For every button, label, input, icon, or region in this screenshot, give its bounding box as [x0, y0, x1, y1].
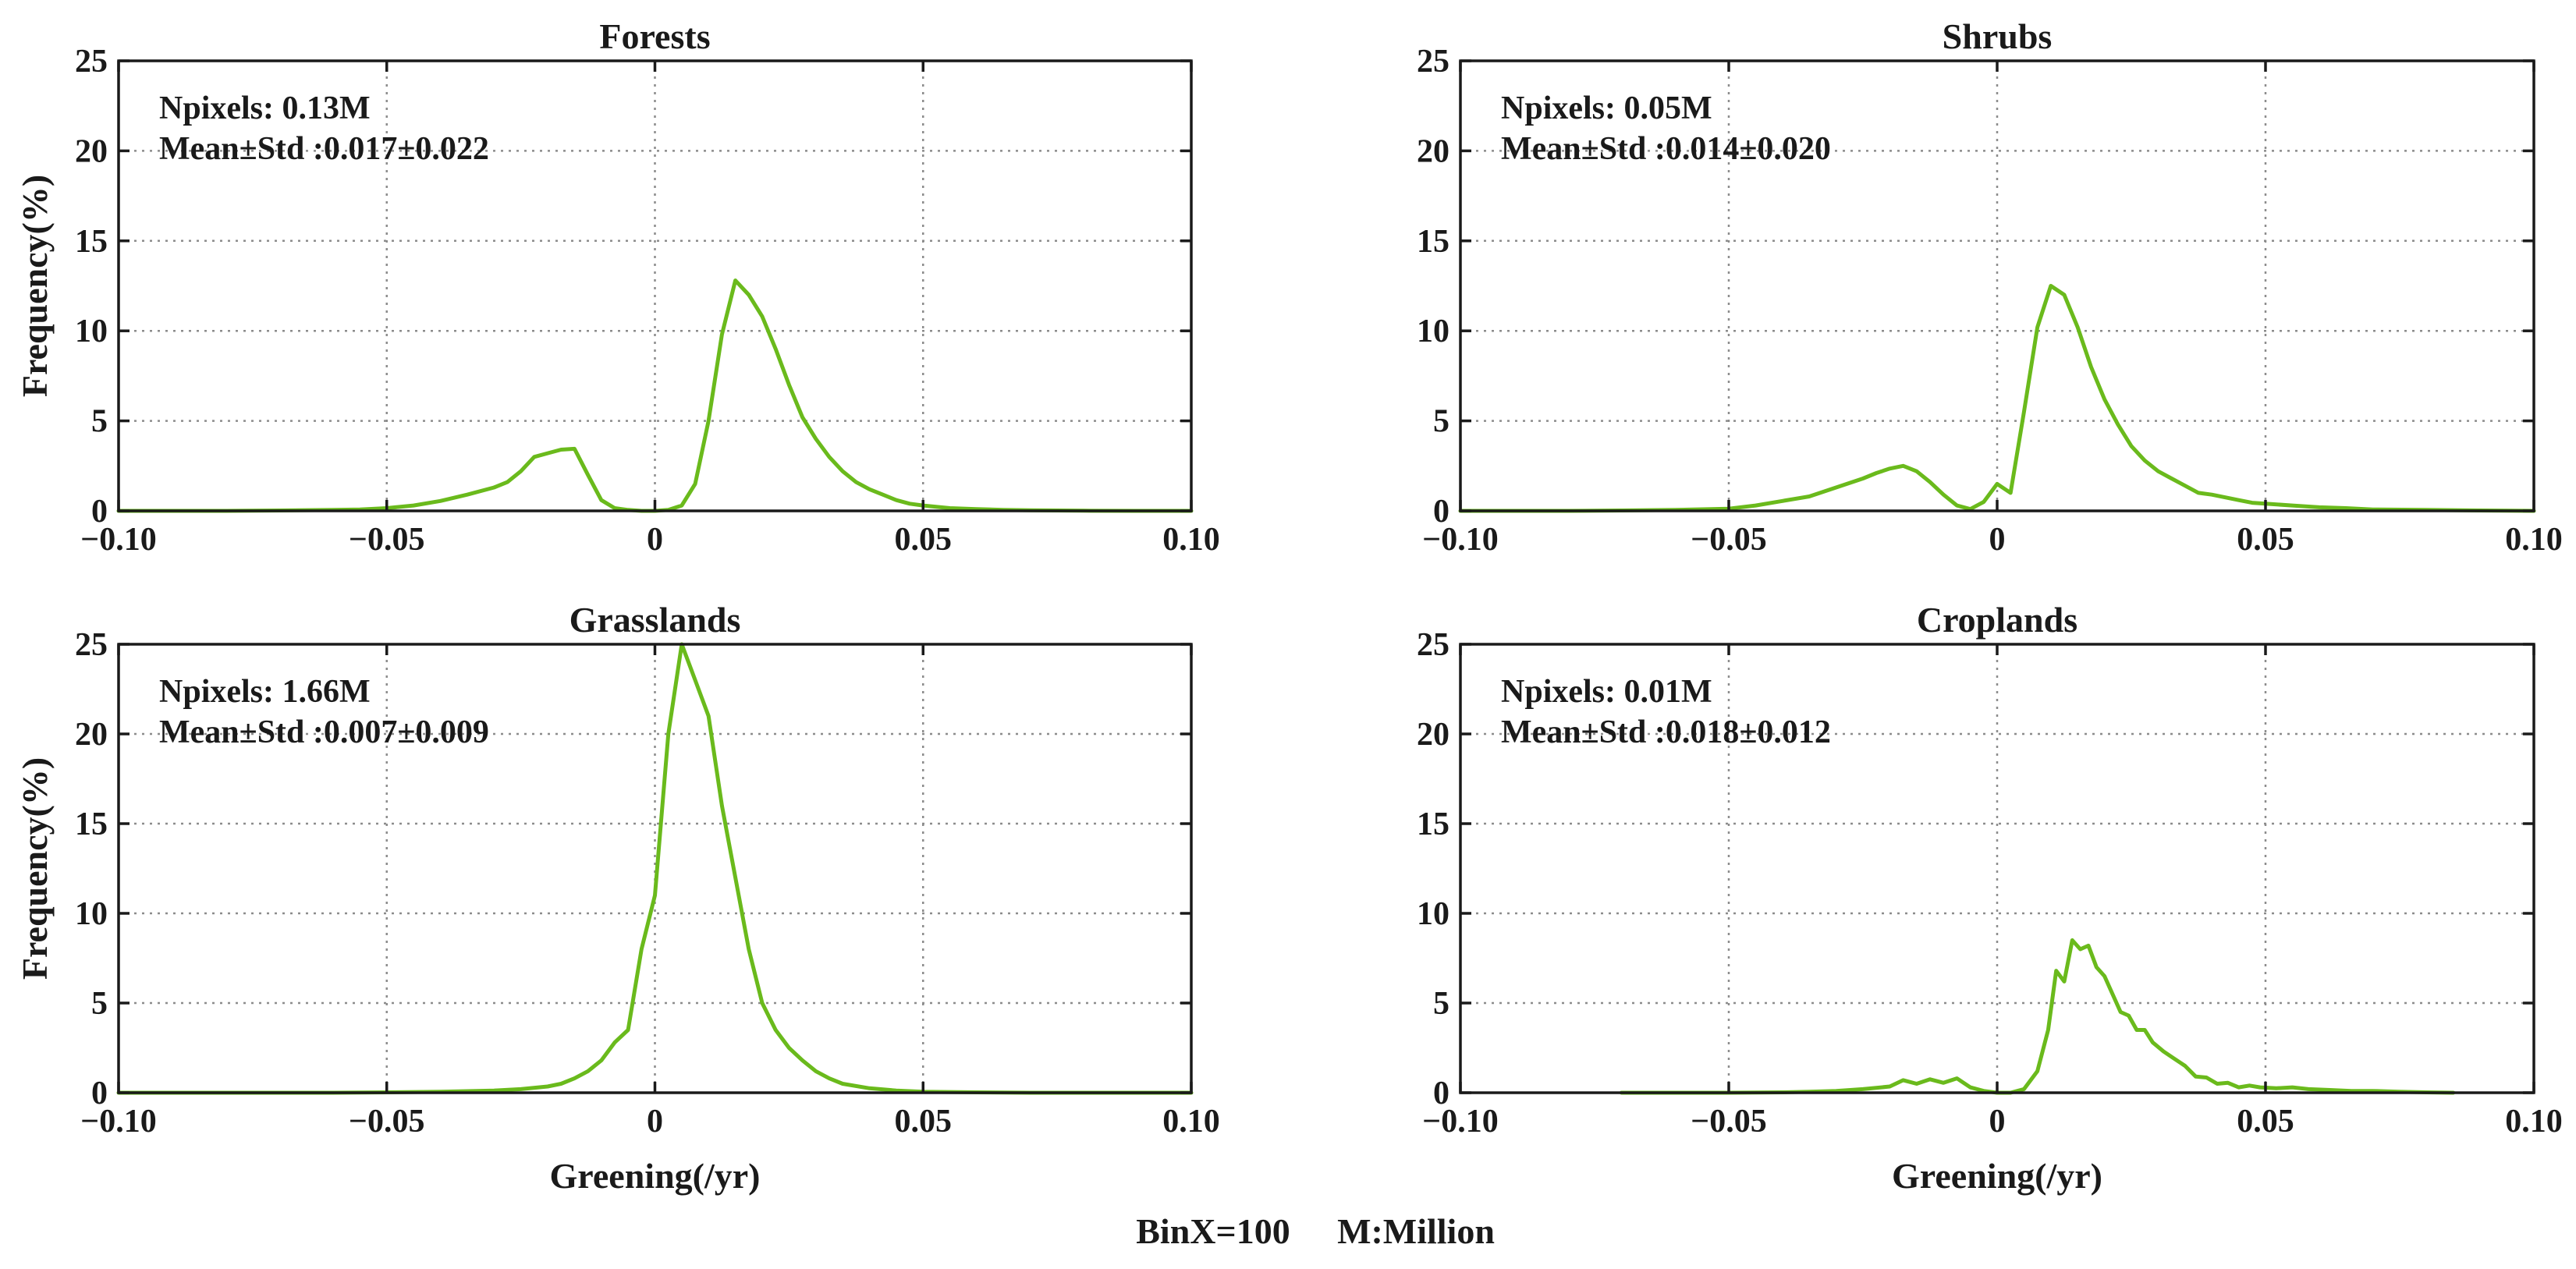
- grasslands-annotation: Npixels: 1.66M: [159, 674, 371, 710]
- grasslands-ytick-label: 20: [75, 717, 108, 753]
- croplands-xlabel: Greening(/yr): [1892, 1156, 2102, 1196]
- forests-annotation: Npixels: 0.13M: [159, 90, 371, 126]
- croplands-xtick-label: 0.10: [2505, 1104, 2563, 1140]
- grasslands-ytick-label: 25: [75, 627, 108, 663]
- shrubs-title: Shrubs: [1943, 16, 2053, 56]
- shrubs-ytick-label: 10: [1417, 314, 1449, 349]
- croplands-ytick-label: 10: [1417, 896, 1449, 932]
- croplands-ytick-label: 0: [1433, 1076, 1449, 1111]
- footer-binx-label: BinX=100: [1136, 1211, 1290, 1251]
- grasslands-xtick-label: −0.05: [349, 1104, 424, 1140]
- grasslands-xtick-label: −0.10: [80, 1104, 156, 1140]
- croplands-axes-frame: [1459, 643, 2535, 1094]
- croplands-xtick-label: −0.05: [1691, 1104, 1766, 1140]
- grasslands-xtick-label: 0.10: [1162, 1104, 1220, 1140]
- forests-xtick-label: 0.05: [895, 522, 953, 558]
- grasslands-ylabel: Frequency(%): [15, 757, 55, 980]
- croplands-ytick-label: 15: [1417, 806, 1449, 842]
- shrubs-series-line: [1458, 284, 2536, 513]
- forests-xtick-label: 0.10: [1162, 522, 1220, 558]
- croplands-series-line: [1619, 938, 2456, 1095]
- croplands-ytick-label: 20: [1417, 717, 1449, 753]
- grasslands-annotation: Mean±Std :0.007±0.009: [159, 714, 489, 750]
- grasslands-xtick-label: 0.05: [895, 1104, 953, 1140]
- croplands-ytick-label: 5: [1433, 986, 1449, 1022]
- forests-xtick-label: 0: [647, 522, 663, 558]
- shrubs-panel: −0.10 −0.05 0 0.05 0.10 0 5 10 15 20 25 Shrubs Npixe…: [1417, 16, 2563, 558]
- croplands-xtick-label: 0: [1989, 1104, 2006, 1140]
- forests-ytick-label: 0: [91, 494, 108, 530]
- croplands-xtick-label: 0.05: [2237, 1104, 2294, 1140]
- forests-ytick-label: 25: [75, 44, 108, 80]
- forests-annotation: Mean±Std :0.017±0.022: [159, 131, 489, 167]
- grasslands-ytick-label: 10: [75, 896, 108, 932]
- croplands-ytick-label: 25: [1417, 627, 1449, 663]
- shrubs-xtick-label: −0.05: [1691, 522, 1766, 558]
- croplands-xtick-label: −0.10: [1422, 1104, 1498, 1140]
- shrubs-xtick-label: 0: [1989, 522, 2006, 558]
- grasslands-xtick-label: 0: [647, 1104, 663, 1140]
- forests-xtick-label: −0.05: [349, 522, 424, 558]
- forests-ytick-label: 20: [75, 133, 108, 169]
- grasslands-panel: −0.10 −0.05 0 0.05 0.10 0 5 10 15 20 25 Grasslands F…: [15, 600, 1220, 1196]
- shrubs-annotation: Npixels: 0.05M: [1501, 90, 1712, 126]
- shrubs-ytick-label: 5: [1433, 404, 1449, 440]
- grasslands-series-line: [116, 642, 1194, 1095]
- grasslands-axes-frame: [117, 643, 1193, 1094]
- grasslands-ytick-label: 0: [91, 1076, 108, 1111]
- shrubs-ytick-label: 25: [1417, 44, 1449, 80]
- footer-million-label: M:Million: [1337, 1211, 1495, 1251]
- forests-title: Forests: [599, 16, 710, 56]
- grasslands-title: Grasslands: [569, 600, 741, 640]
- shrubs-ytick-label: 15: [1417, 224, 1449, 260]
- croplands-panel: −0.10 −0.05 0 0.05 0.10 0 5 10 15 20 25 Croplands Gr…: [1417, 600, 2563, 1196]
- forests-series-line: [116, 278, 1194, 513]
- croplands-annotation: Npixels: 0.01M: [1501, 674, 1712, 710]
- croplands-title: Croplands: [1917, 600, 2077, 640]
- shrubs-xtick-label: 0.05: [2237, 522, 2294, 558]
- shrubs-annotation: Mean±Std :0.014±0.020: [1501, 131, 1831, 167]
- forests-ytick-label: 10: [75, 314, 108, 349]
- forests-xtick-label: −0.10: [80, 522, 156, 558]
- shrubs-ytick-label: 20: [1417, 133, 1449, 169]
- shrubs-ytick-label: 0: [1433, 494, 1449, 530]
- forests-ytick-label: 5: [91, 404, 108, 440]
- croplands-annotation: Mean±Std :0.018±0.012: [1501, 714, 1831, 750]
- forests-ytick-label: 15: [75, 224, 108, 260]
- grasslands-ytick-label: 5: [91, 986, 108, 1022]
- shrubs-xtick-label: 0.10: [2505, 522, 2563, 558]
- shrubs-xtick-label: −0.10: [1422, 522, 1498, 558]
- grasslands-ytick-label: 15: [75, 806, 108, 842]
- forests-panel: −0.10 −0.05 0 0.05 0.10 0 5 10 15 20 25 Forests Freq…: [15, 16, 1220, 558]
- forests-ylabel: Frequency(%): [15, 175, 55, 397]
- grasslands-xlabel: Greening(/yr): [550, 1156, 761, 1196]
